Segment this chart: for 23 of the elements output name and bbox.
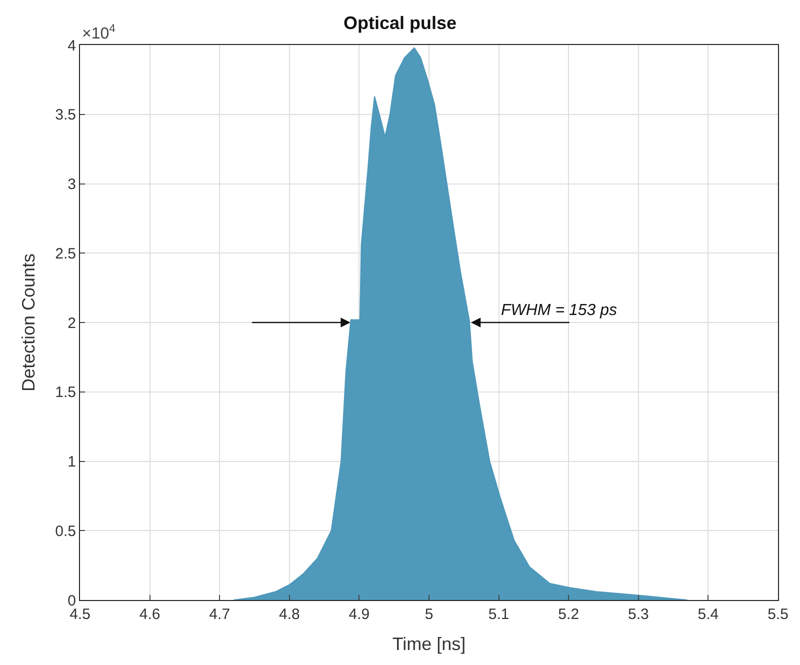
x-tick-label: 4.9: [348, 606, 370, 623]
y-tick-label: 4: [68, 37, 76, 54]
annotation: FWHM = 153 ps: [501, 302, 618, 319]
y-tick-label: 2: [68, 314, 76, 332]
x-tick-label: 4.7: [209, 606, 230, 623]
y-tick-label: 0.5: [55, 522, 76, 540]
y-tick-label: 1.5: [55, 384, 76, 402]
x-tick-label: 5.3: [628, 606, 649, 623]
x-tick-label: 5.5: [768, 606, 788, 623]
text: ×10$^{4}$: [82, 23, 116, 43]
y-tick-label: 1: [68, 454, 76, 470]
x-tick-label: 4.6: [139, 606, 160, 623]
x-tick-label: 5: [424, 606, 434, 623]
y-tick-label: 2.5: [55, 245, 76, 262]
x-tick-label: 5.2: [558, 606, 580, 623]
chart-title: Optical pulse: [343, 13, 457, 34]
y-tick-label: 3: [68, 176, 76, 193]
y-tick-label: 3.5: [55, 106, 76, 124]
x-tick-label: 5.4: [698, 606, 719, 623]
x-tick-label: 5.1: [488, 606, 510, 623]
x-axis-title: Time [ns]: [392, 634, 466, 654]
y-axis-title: Detection Counts: [18, 253, 38, 392]
x-tick-label: 4.8: [278, 606, 300, 623]
